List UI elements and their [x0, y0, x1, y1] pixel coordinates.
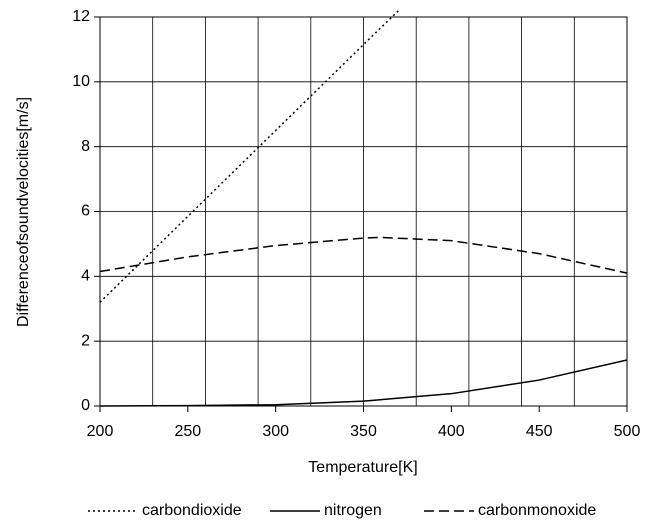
- legend-label: carbonmonoxide: [478, 502, 596, 519]
- line-series: [99, 359, 628, 407]
- y-tick-label: 10: [72, 73, 90, 90]
- x-tick-label: 400: [438, 423, 465, 440]
- x-tick-label: 450: [526, 423, 553, 440]
- x-tick-label: 500: [614, 423, 641, 440]
- x-tick-label: 300: [262, 423, 289, 440]
- x-axis-label: Temperature[K]: [308, 459, 417, 476]
- y-tick-label: 4: [81, 268, 90, 285]
- y-tick-label: 0: [81, 397, 90, 414]
- y-tick-label: 6: [81, 203, 90, 220]
- y-tick-label: 12: [72, 8, 90, 25]
- y-tick-label: 8: [81, 138, 90, 155]
- x-tick-label: 250: [174, 423, 201, 440]
- y-tick-label: 2: [81, 332, 90, 349]
- y-axis-label: Differenceofsoundvelocities[m/s]: [15, 97, 32, 327]
- legend-label: nitrogen: [324, 502, 382, 519]
- line-series: [99, 9, 400, 303]
- x-tick-label: 200: [87, 423, 114, 440]
- legend-label: carbondioxide: [142, 502, 242, 519]
- line-series: [99, 236, 628, 274]
- x-tick-label: 350: [350, 423, 377, 440]
